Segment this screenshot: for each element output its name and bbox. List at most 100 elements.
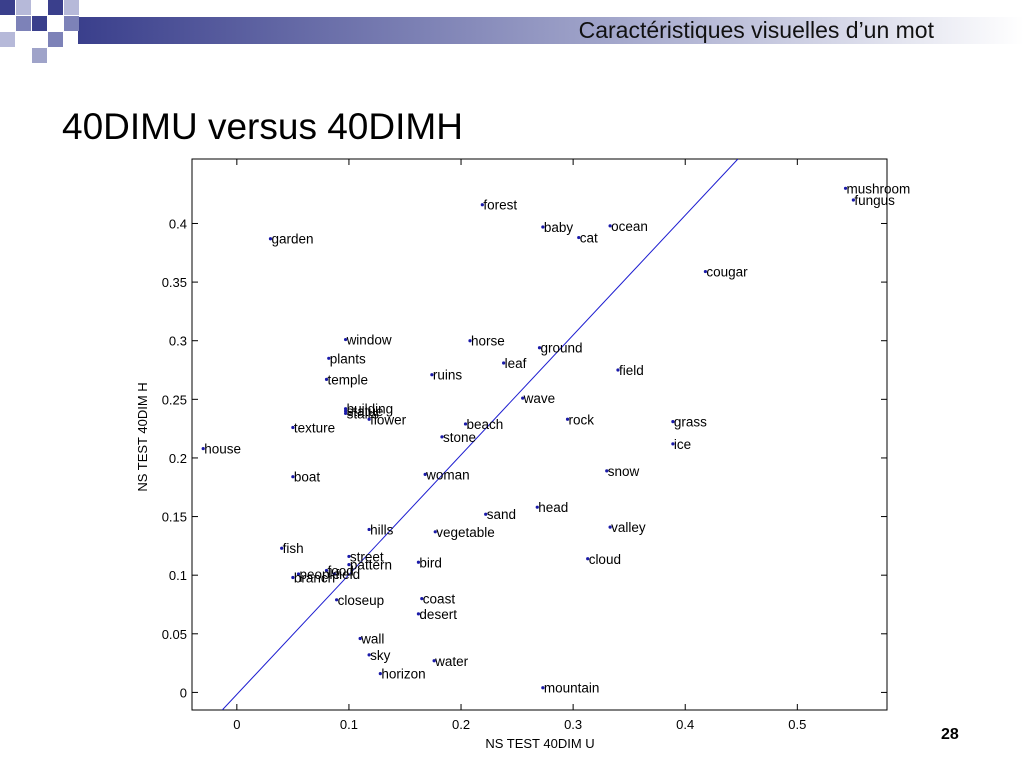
data-point xyxy=(521,396,525,400)
data-point xyxy=(480,203,484,207)
y-tick-label: 0.05 xyxy=(162,627,187,642)
point-label: grass xyxy=(674,415,707,430)
data-point xyxy=(671,442,675,446)
plot-frame xyxy=(191,158,888,711)
point-label: stairs xyxy=(347,406,380,421)
point-label: temple xyxy=(328,372,369,387)
reference-line xyxy=(221,159,739,710)
decor-square xyxy=(64,0,79,15)
decor-square xyxy=(32,16,47,31)
data-point xyxy=(535,505,539,509)
data-point xyxy=(541,225,545,229)
header-title: Caractéristiques visuelles d’un mot xyxy=(578,17,934,43)
point-label: head xyxy=(538,500,568,515)
point-label: field xyxy=(619,363,644,378)
x-tick-label: 0 xyxy=(233,717,240,732)
data-point xyxy=(432,659,436,663)
point-label: horizon xyxy=(381,667,425,682)
data-point xyxy=(291,575,295,580)
point-label: hills xyxy=(370,522,394,537)
point-label: plants xyxy=(330,351,366,366)
point-label: cougar xyxy=(706,265,748,280)
x-tick-label: 0.3 xyxy=(564,717,582,732)
point-label: branch xyxy=(294,571,335,586)
data-point xyxy=(433,530,437,534)
point-label: people xyxy=(299,567,340,582)
x-tick-label: 0.1 xyxy=(340,717,358,732)
decor-square xyxy=(0,0,15,15)
data-point xyxy=(541,686,545,690)
point-label: window xyxy=(346,333,392,348)
point-label: bird xyxy=(419,555,442,570)
data-point xyxy=(343,337,348,342)
data-point xyxy=(327,356,331,360)
point-label: vegetable xyxy=(436,525,495,540)
point-label: valley xyxy=(611,520,646,535)
y-tick-label: 0.15 xyxy=(162,510,187,525)
point-label: horse xyxy=(471,334,505,349)
y-tick-label: 0.2 xyxy=(169,451,187,466)
data-point xyxy=(420,597,424,601)
data-point xyxy=(296,572,301,576)
point-label: wall xyxy=(360,631,384,646)
y-axis-label: NS TEST 40DIM H xyxy=(135,382,150,491)
point-label: building xyxy=(347,402,394,417)
data-point xyxy=(416,612,421,616)
header-decoration xyxy=(0,0,1024,63)
point-label: texture xyxy=(294,420,335,435)
point-label: field xyxy=(335,567,360,582)
y-tick-label: 0.4 xyxy=(169,216,187,231)
data-point xyxy=(484,512,488,516)
data-point xyxy=(671,420,675,424)
decor-square xyxy=(16,16,31,31)
y-tick-label: 0.3 xyxy=(169,334,187,349)
data-point xyxy=(440,435,444,439)
data-point xyxy=(605,469,609,473)
point-label: sand xyxy=(487,507,516,522)
data-point xyxy=(343,409,348,413)
data-point xyxy=(268,237,273,241)
decor-square xyxy=(32,48,47,63)
data-point xyxy=(703,269,708,274)
point-label: fish xyxy=(283,541,304,556)
data-point xyxy=(616,368,620,372)
point-label: cloud xyxy=(589,552,621,567)
point-label: beach xyxy=(467,417,504,432)
point-label: ice xyxy=(674,437,691,452)
data-point xyxy=(586,557,590,561)
point-label: water xyxy=(434,654,469,669)
data-point xyxy=(335,598,339,602)
slide-title: 40DIMU versus 40DIMH xyxy=(62,106,463,147)
y-tick-label: 0 xyxy=(180,685,187,700)
data-point xyxy=(468,339,472,343)
data-point xyxy=(358,636,362,641)
point-label: ocean xyxy=(611,219,648,234)
x-tick-label: 0.4 xyxy=(676,717,694,732)
data-point xyxy=(423,472,427,476)
data-point xyxy=(537,346,542,350)
point-label: flower xyxy=(370,412,407,427)
point-label: cat xyxy=(580,231,598,246)
point-label: street xyxy=(350,549,384,564)
data-point xyxy=(343,411,348,415)
x-tick-label: 0.2 xyxy=(452,717,470,732)
data-point xyxy=(291,425,295,430)
decor-square xyxy=(16,0,31,15)
data-point xyxy=(201,446,205,451)
point-label: desert xyxy=(419,607,457,622)
point-label: ground xyxy=(541,341,583,356)
point-label: coast xyxy=(423,592,456,607)
point-label: wave xyxy=(523,391,556,406)
point-label: baby xyxy=(544,220,574,235)
point-label: boat xyxy=(294,470,321,485)
point-label: fungus xyxy=(854,193,895,208)
data-point xyxy=(463,422,468,426)
data-point xyxy=(608,224,612,228)
data-point xyxy=(367,527,371,532)
data-point xyxy=(843,186,848,190)
data-point xyxy=(367,417,371,421)
data-point xyxy=(430,373,434,377)
point-label: forest xyxy=(483,198,517,213)
data-point xyxy=(291,475,295,479)
